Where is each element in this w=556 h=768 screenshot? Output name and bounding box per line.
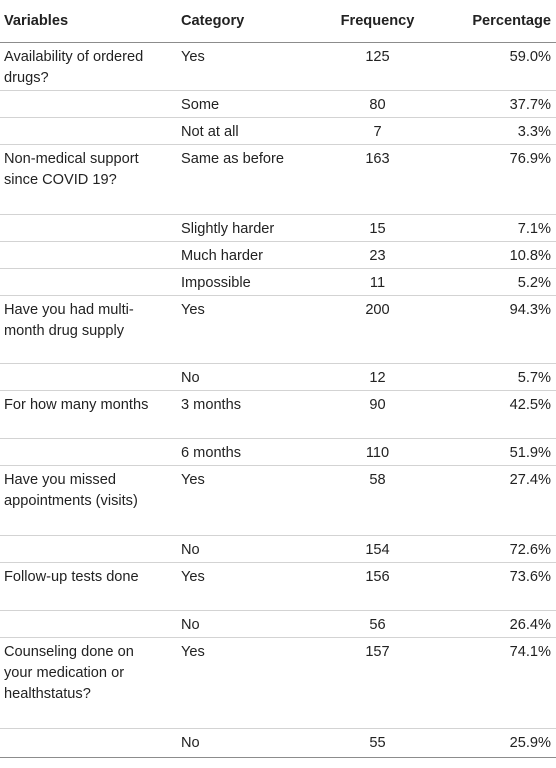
cell-frequency: 12 bbox=[369, 370, 386, 386]
table-row: No 12 5.7% bbox=[0, 364, 556, 391]
cell-variable: Follow-up tests done bbox=[4, 569, 139, 585]
cell-frequency: 55 bbox=[369, 735, 386, 751]
table-row: Have you missed appointments (visits) Ye… bbox=[0, 466, 556, 536]
cell-frequency: 15 bbox=[369, 221, 386, 237]
cell-variable: Have you missed appointments (visits) bbox=[4, 472, 138, 509]
cell-category: No bbox=[181, 735, 200, 751]
cell-category: Impossible bbox=[181, 275, 251, 291]
cell-percentage: 73.6% bbox=[509, 569, 551, 585]
table-row: Follow-up tests done Yes 156 73.6% bbox=[0, 563, 556, 611]
header-variables: Variables bbox=[4, 13, 69, 29]
cell-category: Much harder bbox=[181, 248, 263, 264]
table-row: Availability of ordered drugs? Yes 125 5… bbox=[0, 43, 556, 91]
cell-percentage: 10.8% bbox=[509, 248, 551, 264]
cell-category: Yes bbox=[181, 569, 205, 585]
cell-percentage: 5.2% bbox=[517, 275, 551, 291]
cell-frequency: 110 bbox=[365, 445, 390, 461]
cell-percentage: 74.1% bbox=[509, 644, 551, 660]
cell-category: Yes bbox=[181, 472, 205, 488]
table-row: Much harder 23 10.8% bbox=[0, 242, 556, 269]
table-row: For how many months 3 months 90 42.5% bbox=[0, 391, 556, 439]
cell-frequency: 157 bbox=[365, 644, 390, 660]
cell-frequency: 156 bbox=[365, 569, 390, 585]
cell-percentage: 25.9% bbox=[509, 735, 551, 751]
cell-frequency: 163 bbox=[365, 151, 390, 167]
cell-variable: Availability of ordered drugs? bbox=[4, 49, 144, 86]
cell-variable: Counseling done on your medication or he… bbox=[4, 644, 134, 702]
table-row: No 56 26.4% bbox=[0, 611, 556, 638]
table-row: 6 months 110 51.9% bbox=[0, 439, 556, 466]
cell-category: Not at all bbox=[181, 124, 239, 140]
cell-category: 6 months bbox=[181, 445, 242, 461]
cell-frequency: 90 bbox=[369, 397, 386, 413]
cell-percentage: 26.4% bbox=[509, 617, 551, 633]
cell-category: Yes bbox=[181, 302, 205, 318]
header-percentage: Percentage bbox=[472, 13, 551, 29]
header-frequency: Frequency bbox=[340, 13, 415, 29]
cell-percentage: 76.9% bbox=[509, 151, 551, 167]
cell-percentage: 94.3% bbox=[509, 302, 551, 318]
table-row: No 55 25.9% bbox=[0, 729, 556, 758]
cell-percentage: 3.3% bbox=[517, 124, 551, 140]
cell-percentage: 59.0% bbox=[509, 49, 551, 65]
cell-category: 3 months bbox=[181, 397, 242, 413]
cell-category: No bbox=[181, 617, 200, 633]
table-row: Some 80 37.7% bbox=[0, 91, 556, 118]
cell-category: Slightly harder bbox=[181, 221, 275, 237]
table-row: Counseling done on your medication or he… bbox=[0, 638, 556, 729]
cell-frequency: 200 bbox=[365, 302, 390, 318]
table-row: Impossible 11 5.2% bbox=[0, 269, 556, 296]
cell-variable: Non-medical support since COVID 19? bbox=[4, 151, 139, 188]
cell-variable: Have you had multi-month drug supply bbox=[4, 302, 134, 339]
cell-percentage: 42.5% bbox=[509, 397, 551, 413]
cell-frequency: 154 bbox=[365, 542, 390, 558]
cell-frequency: 11 bbox=[369, 275, 386, 291]
header-category: Category bbox=[181, 13, 245, 29]
cell-frequency: 125 bbox=[365, 49, 390, 65]
cell-percentage: 72.6% bbox=[509, 542, 551, 558]
cell-percentage: 7.1% bbox=[517, 221, 551, 237]
cell-percentage: 51.9% bbox=[509, 445, 551, 461]
cell-category: No bbox=[181, 370, 200, 386]
table-row: Have you had multi-month drug supply Yes… bbox=[0, 296, 556, 364]
cell-frequency: 23 bbox=[369, 248, 386, 264]
cell-category: Yes bbox=[181, 49, 205, 65]
cell-frequency: 56 bbox=[369, 617, 386, 633]
table-header: Variables Category Frequency Percentage bbox=[0, 0, 556, 43]
cell-variable: For how many months bbox=[4, 397, 149, 413]
cell-frequency: 7 bbox=[373, 124, 382, 140]
cell-percentage: 27.4% bbox=[509, 472, 551, 488]
table-row: Not at all 7 3.3% bbox=[0, 118, 556, 145]
cell-percentage: 5.7% bbox=[517, 370, 551, 386]
cell-category: Same as before bbox=[181, 151, 285, 167]
cell-frequency: 80 bbox=[369, 97, 386, 113]
cell-percentage: 37.7% bbox=[509, 97, 551, 113]
table-row: Slightly harder 15 7.1% bbox=[0, 215, 556, 242]
table-row: No 154 72.6% bbox=[0, 536, 556, 563]
cell-category: Some bbox=[181, 97, 220, 113]
cell-category: Yes bbox=[181, 644, 205, 660]
cell-frequency: 58 bbox=[369, 472, 386, 488]
cell-category: No bbox=[181, 542, 200, 558]
table-row: Non-medical support since COVID 19? Same… bbox=[0, 145, 556, 215]
